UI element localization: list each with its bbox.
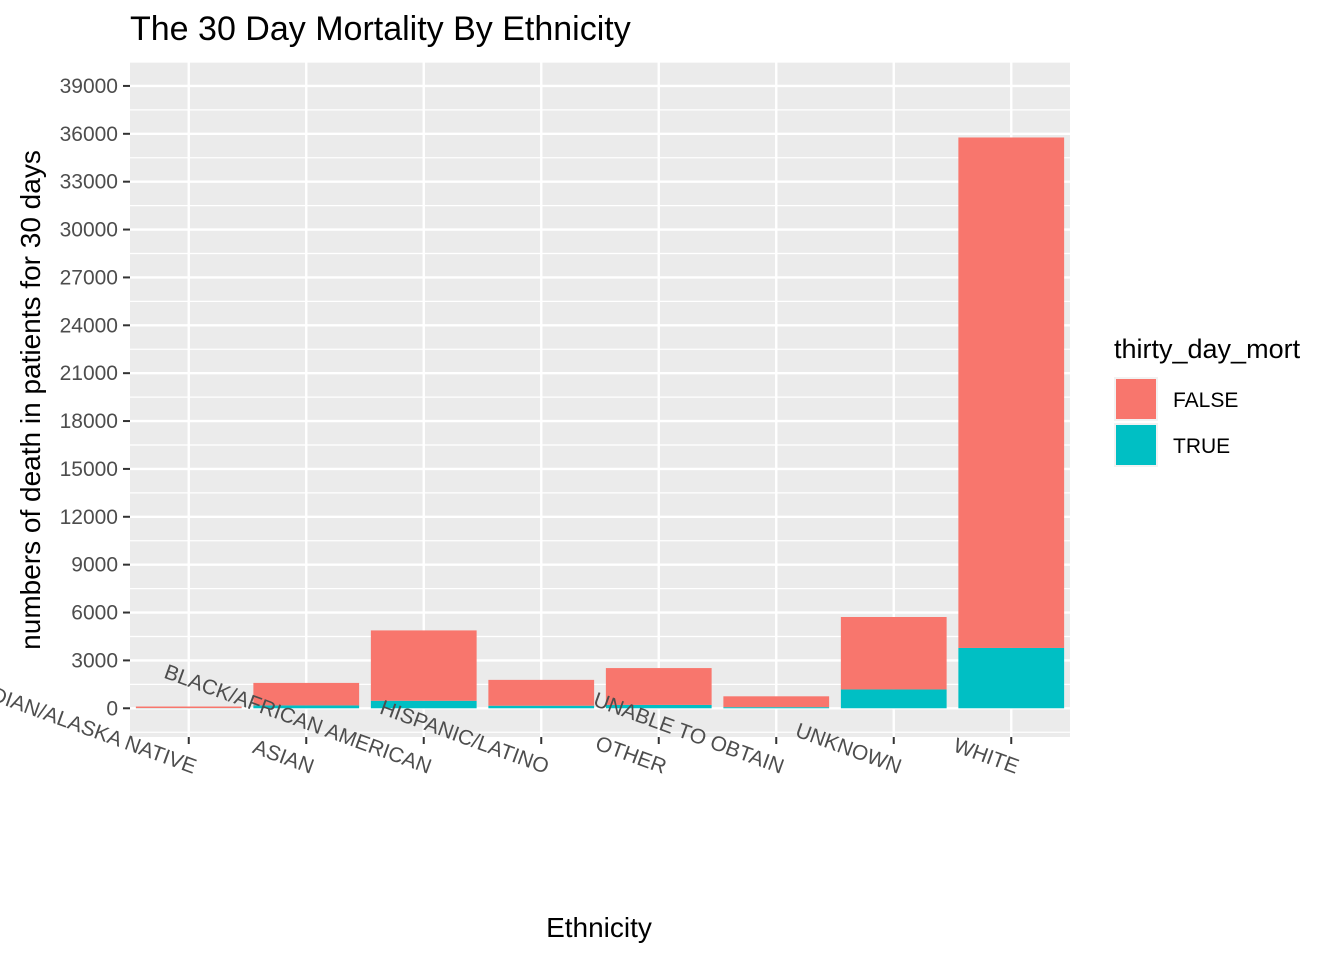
- chart-title: The 30 Day Mortality By Ethnicity: [130, 10, 631, 48]
- y-tick-label: 24000: [60, 314, 118, 337]
- bar-false: [488, 679, 595, 706]
- legend-title: thirty_day_mort: [1114, 334, 1301, 364]
- bar-false: [958, 137, 1065, 648]
- y-tick-label: 39000: [60, 75, 118, 98]
- bar-true: [605, 704, 712, 709]
- y-tick-label: 33000: [60, 171, 118, 194]
- y-tick-label: 3000: [71, 649, 118, 672]
- legend: thirty_day_mort FALSE TRUE: [1114, 334, 1301, 467]
- bar-true: [488, 705, 595, 709]
- legend-swatch-true: [1116, 425, 1156, 465]
- bar-true: [253, 705, 360, 709]
- bar-true: [723, 707, 830, 709]
- bar-false: [605, 668, 712, 705]
- y-tick-label: 9000: [71, 554, 118, 577]
- x-axis-title: Ethnicity: [546, 912, 652, 943]
- y-tick-label: 36000: [60, 123, 118, 146]
- y-tick-label: 0: [106, 697, 118, 720]
- y-axis: 0 3000 6000 9000 12000 15000 18000 21000 24000 27…: [60, 75, 130, 720]
- bar-true: [958, 647, 1065, 709]
- legend-items: FALSE TRUE: [1114, 377, 1238, 467]
- bar-false: [135, 706, 242, 709]
- y-tick-label: 6000: [71, 602, 118, 625]
- bar-true: [840, 689, 947, 709]
- y-tick-label: 12000: [60, 506, 118, 529]
- legend-label-false: FALSE: [1173, 389, 1238, 412]
- legend-swatch-false: [1116, 379, 1156, 419]
- legend-label-true: TRUE: [1173, 435, 1230, 458]
- y-tick-label: 30000: [60, 219, 118, 242]
- bar-false: [723, 696, 830, 708]
- bars-group: [135, 137, 1065, 709]
- y-tick-label: 15000: [60, 458, 118, 481]
- minor-gridlines: [130, 61, 1070, 733]
- bar-false: [840, 617, 947, 690]
- y-tick-label: 18000: [60, 410, 118, 433]
- y-axis-title: numbers of death in patients for 30 days: [15, 150, 46, 650]
- y-tick-label: 21000: [60, 362, 118, 385]
- bar-true: [370, 700, 477, 709]
- y-tick-label: 27000: [60, 266, 118, 289]
- bar-false: [370, 630, 477, 701]
- bar-false: [253, 682, 360, 706]
